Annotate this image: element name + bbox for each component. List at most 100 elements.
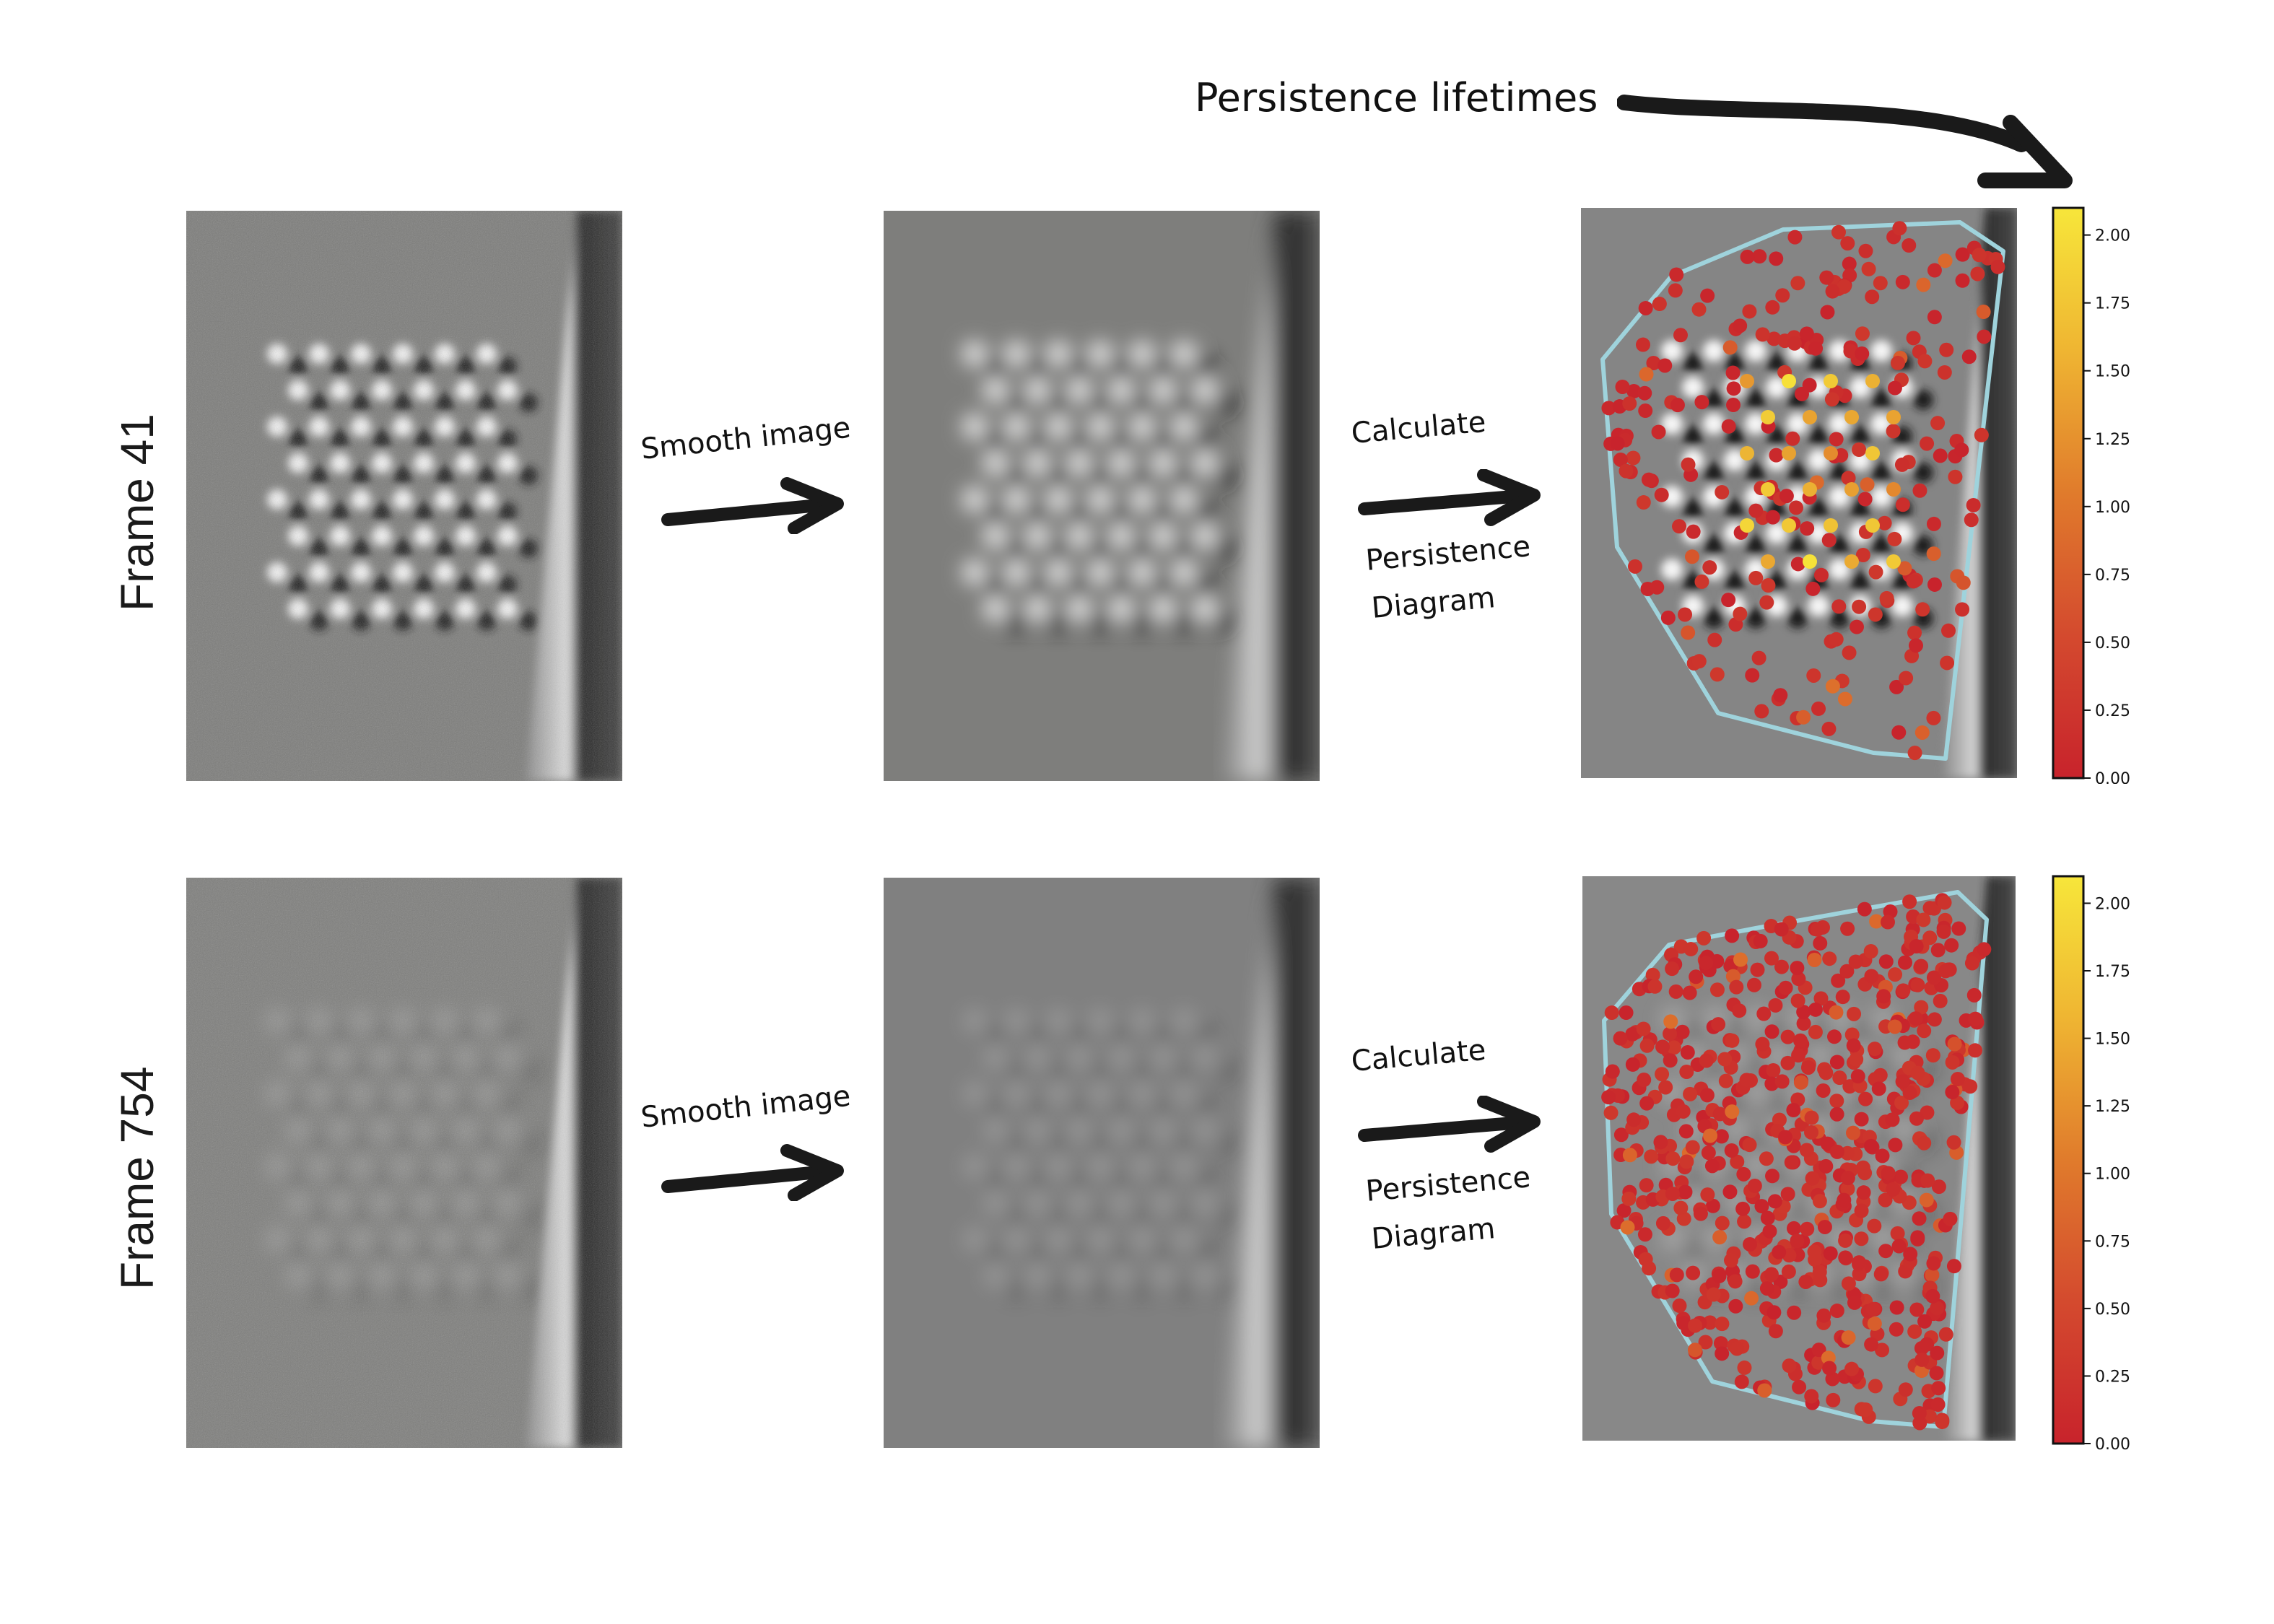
persistence-point [1972, 248, 1987, 263]
persistence-label-row1: Persistence [1364, 530, 1532, 577]
lattice-dark-spot [1069, 1241, 1089, 1262]
persistence-point [1647, 979, 1663, 994]
persistence-point [1798, 1274, 1813, 1289]
lattice-bright-spot [984, 378, 1007, 402]
lattice-dark-spot [1069, 1096, 1089, 1117]
persistence-point [1961, 349, 1977, 364]
persistence-point [1963, 1079, 1978, 1094]
persistence-point [1841, 1276, 1856, 1291]
persistence-point [1792, 1033, 1808, 1048]
persistence-point [1793, 1075, 1808, 1090]
persistence-point [1891, 725, 1907, 740]
persistence-point [1619, 1005, 1634, 1021]
persistence-point [1841, 1330, 1856, 1345]
persistence-point [1970, 266, 1985, 281]
persistence-point [1895, 497, 1910, 512]
lattice-dark-spot [1871, 390, 1891, 411]
lattice-bright-spot [1089, 1228, 1111, 1250]
persistence-point [1786, 1103, 1801, 1118]
persistence-point [1665, 1186, 1680, 1201]
persistence-point [1601, 401, 1616, 416]
lattice-bright-spot [1047, 1010, 1069, 1032]
lattice-bright-spot [1006, 1010, 1027, 1032]
persistence-point [1935, 1415, 1950, 1430]
lattice-dark-spot [1746, 535, 1766, 556]
persistence-point-high [1761, 554, 1775, 569]
persistence-point [1794, 386, 1809, 401]
lattice-dark-spot [1090, 1278, 1110, 1298]
persistence-point [1990, 259, 2005, 274]
lattice-dark-spot [1068, 428, 1090, 450]
persistence-point [1840, 1171, 1855, 1186]
persistence-point [1931, 1381, 1946, 1396]
persistence-point [1909, 939, 1924, 954]
persistence-point [1829, 1055, 1844, 1070]
persistence-point [1867, 1218, 1882, 1234]
persistence-point-high [1782, 446, 1796, 460]
lattice-dark-spot [1704, 535, 1724, 556]
persistence-point [1966, 497, 1981, 512]
lattice-dark-spot [1746, 608, 1766, 629]
colorbar-tick-label: 0.25 [2095, 702, 2130, 720]
persistence-point [1838, 1250, 1853, 1265]
persistence-point [1772, 1244, 1787, 1260]
persistence-point [1654, 487, 1669, 502]
persistence-point [1702, 560, 1717, 575]
persistence-point [1914, 959, 1929, 974]
persistence-point [1864, 1337, 1879, 1352]
persistence-point [1920, 436, 1935, 451]
persistence-point [1930, 416, 1946, 431]
persistence-point [1878, 1192, 1893, 1208]
persistence-point-high [1803, 554, 1817, 569]
colorbar-tick-label: 1.50 [2095, 1031, 2130, 1049]
lattice-dark-spot [1195, 1241, 1215, 1262]
persistence-point [1889, 1300, 1904, 1315]
persistence-point [1956, 575, 1971, 590]
lattice-dark-spot [1194, 355, 1216, 377]
persistence-point-high [1740, 374, 1754, 388]
lattice-bright-spot [964, 1228, 985, 1250]
lattice-dark-spot [1850, 572, 1870, 593]
persistence-point [1696, 930, 1712, 946]
persistence-point [1930, 943, 1946, 958]
persistence-point [1854, 1203, 1869, 1218]
persistence-point [1873, 276, 1888, 291]
persistence-point [1683, 1086, 1698, 1101]
lattice-dark-spot [1215, 610, 1237, 632]
persistence-point [1925, 1267, 1940, 1283]
persistence-point [1691, 654, 1707, 669]
persistence-point [1914, 725, 1930, 740]
persistence-point [1748, 570, 1764, 585]
persistence-point [1733, 318, 1748, 333]
persistence-point [1899, 671, 1914, 686]
colorbar-tick-label: 0.50 [2095, 1301, 2130, 1319]
persistence-point [1890, 1226, 1905, 1241]
persistence-point [1790, 1234, 1805, 1249]
persistence-point [1831, 224, 1846, 240]
persistence-point [1879, 590, 1894, 606]
lattice-dark-spot [1090, 1060, 1110, 1081]
lattice-dark-spot [1131, 537, 1153, 559]
persistence-point-high [1844, 410, 1859, 424]
persistence-point [1826, 1392, 1841, 1407]
lattice-dark-spot [1787, 608, 1808, 629]
persistence-point [1877, 515, 1892, 531]
lattice-bright-spot [1068, 1192, 1090, 1214]
persistence-point [1725, 928, 1740, 943]
persistence-point [1613, 1031, 1628, 1046]
persistence-point [1639, 1038, 1655, 1053]
raw-image-panel-row2 [186, 878, 622, 1448]
lattice-dark-spot [1216, 1205, 1236, 1226]
persistence-point [1683, 941, 1699, 956]
persistence-point [1635, 337, 1650, 352]
persistence-point [1669, 1267, 1684, 1283]
persistence-point [1808, 341, 1824, 356]
persistence-point [1768, 1324, 1783, 1339]
persistence-point [1955, 273, 1970, 288]
persistence-point [1620, 1220, 1635, 1235]
lattice-bright-spot [1110, 451, 1133, 475]
persistence-point [1639, 1178, 1654, 1193]
persistence-point [1855, 326, 1870, 341]
lattice-dark-spot [1852, 1240, 1872, 1261]
lattice-dark-spot [985, 1169, 1006, 1189]
